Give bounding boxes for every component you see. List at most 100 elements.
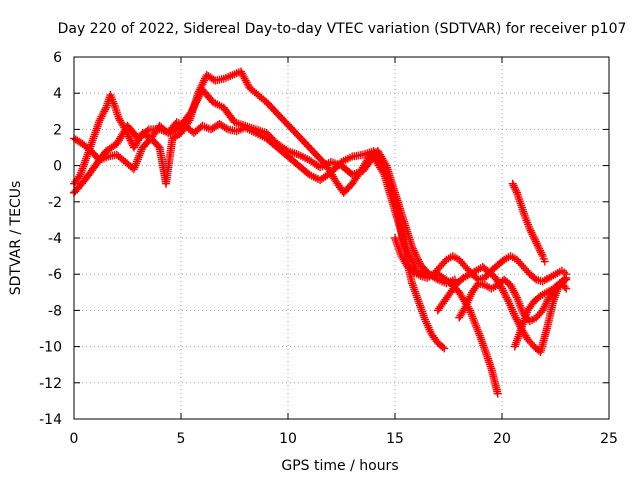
data-marker (498, 286, 507, 295)
data-marker (199, 78, 208, 87)
data-marker (98, 110, 107, 119)
data-marker (542, 299, 551, 308)
data-point (562, 275, 571, 284)
data-point (506, 281, 515, 290)
x-tick-label: 20 (493, 431, 511, 447)
data-point (525, 224, 534, 233)
data-marker (532, 239, 541, 248)
data-marker (243, 80, 252, 89)
data-marker (469, 316, 478, 325)
series-track-8 (510, 275, 571, 351)
data-marker (510, 288, 519, 297)
data-marker (413, 253, 422, 262)
data-marker (193, 94, 202, 103)
x-tick-label: 0 (70, 431, 79, 447)
data-marker (193, 96, 202, 105)
data-marker (125, 134, 134, 143)
chart-title: Day 220 of 2022, Sidereal Day-to-day VTE… (58, 21, 627, 37)
data-marker (526, 226, 535, 235)
data-marker (503, 295, 512, 304)
data-marker (509, 286, 518, 295)
data-marker (242, 78, 251, 87)
y-tick-label: 0 (53, 159, 62, 175)
data-point (95, 116, 104, 125)
data-marker (405, 250, 414, 259)
data-marker (530, 274, 539, 283)
y-tick-label: -6 (48, 267, 62, 283)
data-marker (543, 297, 552, 306)
data-marker (475, 329, 484, 338)
data-marker (533, 241, 542, 250)
data-point (540, 257, 549, 266)
data-marker (189, 103, 198, 112)
data-marker (531, 237, 540, 246)
data-marker (501, 291, 510, 300)
data-marker (408, 258, 417, 267)
tick-layer: 0 5 10 15 20 25 -14 -12 -10 -8 -6 -4 -2 0 2 4 6 (39, 50, 618, 447)
data-marker (191, 100, 200, 109)
y-tick-label: 6 (53, 50, 62, 66)
data-marker (188, 105, 197, 114)
data-point (236, 67, 245, 76)
data-marker (472, 323, 481, 332)
series-track-7 (508, 179, 549, 266)
data-marker (527, 228, 536, 237)
data-marker (512, 291, 521, 300)
data-marker (195, 91, 204, 100)
data-marker (528, 230, 537, 239)
data-marker (560, 282, 569, 291)
data-marker (530, 235, 539, 244)
y-tick-label: 4 (53, 86, 62, 102)
data-marker (407, 256, 416, 265)
series-track-3 (70, 85, 502, 398)
data-marker (406, 252, 415, 261)
data-point (493, 389, 502, 398)
y-tick-label: -10 (39, 340, 62, 356)
data-marker (511, 313, 520, 322)
data-marker (529, 232, 538, 241)
data-marker (473, 325, 482, 334)
data-marker (475, 331, 484, 340)
data-marker (381, 159, 390, 168)
data-marker (409, 260, 418, 269)
x-axis-label: GPS time / hours (281, 458, 398, 474)
data-point (508, 179, 517, 188)
x-tick-label: 5 (177, 431, 186, 447)
data-marker (511, 185, 520, 194)
y-tick-label: 2 (53, 122, 62, 138)
y-tick-label: -4 (48, 231, 62, 247)
data-marker (468, 314, 477, 323)
data-point (401, 243, 410, 252)
data-marker (438, 343, 447, 352)
data-marker (468, 312, 477, 321)
data-marker (379, 168, 388, 177)
series-track-4 (391, 234, 571, 286)
data-marker (471, 319, 480, 328)
data-marker (404, 248, 413, 257)
y-tick-label: -14 (39, 412, 62, 428)
data-marker (511, 290, 520, 299)
data-marker (510, 183, 519, 192)
data-marker (537, 250, 546, 259)
data-point (510, 311, 519, 320)
data-marker (541, 300, 550, 309)
data-marker (539, 304, 548, 313)
data-marker (467, 310, 476, 319)
data-marker (194, 92, 203, 101)
x-tick-label: 10 (279, 431, 297, 447)
data-marker (403, 246, 412, 255)
x-tick-label: 25 (600, 431, 618, 447)
data-marker (240, 74, 249, 83)
data-marker (540, 302, 549, 311)
data-marker (500, 290, 509, 299)
data-marker (536, 248, 545, 257)
data-point (562, 284, 571, 293)
data-marker (126, 136, 135, 145)
data-marker (507, 282, 516, 291)
data-point (530, 234, 539, 242)
data-marker (154, 141, 163, 150)
data-marker (124, 132, 133, 141)
y-axis-label: SDTVAR / TECUs (8, 181, 24, 296)
